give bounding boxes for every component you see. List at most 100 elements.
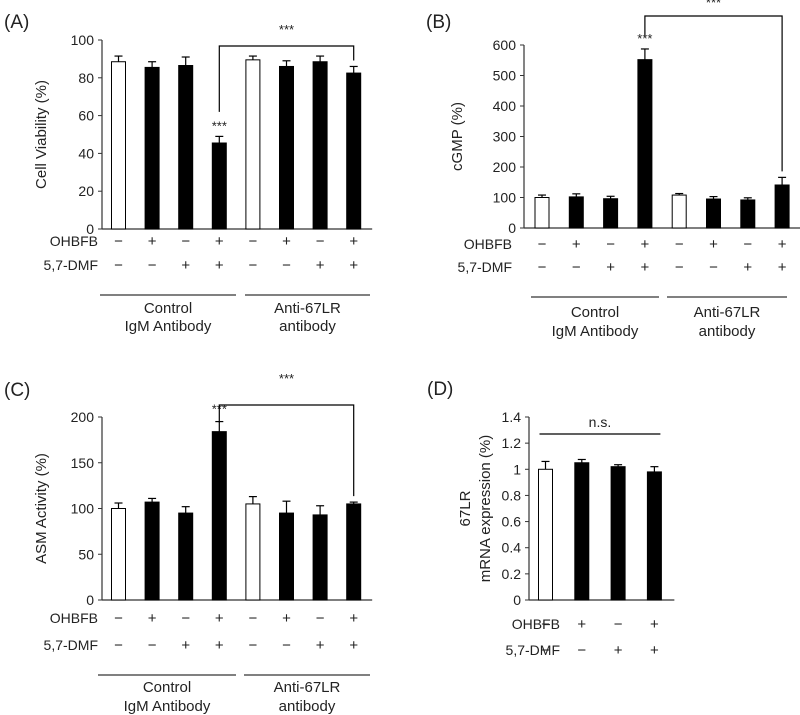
treatment-sign: −: [577, 642, 586, 659]
treatment-sign: −: [114, 233, 123, 250]
y-axis-label: cGMP (%): [449, 102, 466, 171]
treatment-sign: −: [675, 259, 684, 276]
bar: [347, 504, 361, 600]
treatment-sign: +: [349, 257, 358, 274]
bar: [347, 73, 361, 229]
treatment-sign: +: [349, 233, 358, 250]
panel-label: (B): [426, 12, 451, 33]
panel-d: (D) 0 0.2 0.4 0.6 0.8 1 1.2 1.4 67LR mRNA expressi…: [427, 379, 674, 659]
bar: [112, 509, 126, 601]
treatment-sign: −: [541, 616, 550, 633]
treatment-sign: −: [148, 637, 157, 654]
y-axis-label: Cell Viability (%): [33, 80, 50, 189]
treatment-sign: −: [114, 610, 123, 627]
treatment-sign: −: [181, 233, 190, 250]
bar: [280, 513, 294, 600]
group-label: Anti-67LR: [274, 300, 341, 317]
y-tick-label: 500: [493, 68, 517, 84]
bar: [535, 198, 549, 229]
treatment-row-label: OHBFB: [464, 236, 512, 252]
treatment-row-label: 5,7-DMF: [458, 259, 512, 275]
treatment-sign: −: [316, 233, 325, 250]
bar: [741, 200, 755, 228]
group-label: antibody: [699, 323, 756, 340]
figure: (A)020406080100Cell Viability (%) ******O…: [0, 0, 800, 715]
y-tick-label: 1: [513, 461, 521, 477]
treatment-sign: +: [215, 610, 224, 627]
panel-label: (C): [4, 380, 30, 401]
treatment-sign: +: [215, 637, 224, 654]
group-label: antibody: [279, 698, 336, 715]
group-label: Control: [144, 300, 192, 317]
bar-significance-label: ***: [212, 118, 227, 133]
treatment-sign: +: [641, 259, 650, 276]
treatment-sign: −: [709, 259, 718, 276]
y-tick-label: 0: [86, 592, 94, 608]
treatment-sign: −: [114, 637, 123, 654]
treatment-sign: +: [349, 637, 358, 654]
treatment-sign: −: [743, 236, 752, 253]
y-tick-label: 600: [493, 37, 517, 53]
treatment-sign: +: [181, 637, 190, 654]
bar: [672, 195, 686, 228]
bar: [647, 472, 661, 600]
treatment-sign: +: [778, 259, 787, 276]
bar: [539, 469, 553, 600]
treatment-sign: −: [538, 236, 547, 253]
treatment-sign: +: [181, 257, 190, 274]
bar: [611, 467, 625, 600]
treatment-sign: −: [316, 610, 325, 627]
treatment-sign: −: [606, 236, 615, 253]
y-tick-label: 0.8: [502, 487, 522, 503]
treatment-sign: +: [778, 236, 787, 253]
bar: [575, 463, 589, 600]
y-tick-label: 0.4: [502, 540, 522, 556]
treatment-sign: +: [641, 236, 650, 253]
comparison-bracket: [219, 405, 353, 496]
treatment-sign: −: [148, 257, 157, 274]
y-tick-label: 100: [493, 190, 517, 206]
treatment-sign: +: [650, 616, 659, 633]
bar: [707, 199, 721, 228]
bar: [246, 60, 260, 229]
treatment-sign: −: [282, 257, 291, 274]
treatment-sign: −: [249, 233, 258, 250]
treatment-sign: +: [282, 233, 291, 250]
treatment-sign: −: [572, 259, 581, 276]
treatment-sign: +: [743, 259, 752, 276]
y-tick-label: 400: [493, 98, 517, 114]
bar: [145, 67, 159, 229]
y-axis-label: mRNA expression (%): [477, 435, 494, 583]
treatment-sign: +: [349, 610, 358, 627]
bar: [569, 197, 583, 228]
y-tick-label: 50: [78, 546, 94, 562]
treatment-sign: +: [148, 610, 157, 627]
treatment-row-label: 5,7-DMF: [44, 637, 98, 653]
treatment-sign: +: [572, 236, 581, 253]
y-tick-label: 60: [78, 108, 94, 124]
treatment-sign: −: [249, 610, 258, 627]
y-tick-label: 1.4: [502, 409, 522, 425]
bar: [145, 502, 159, 600]
bar: [604, 199, 618, 228]
treatment-sign: −: [181, 610, 190, 627]
y-tick-label: 300: [493, 129, 517, 145]
treatment-sign: +: [577, 616, 586, 633]
treatment-row-label: OHBFB: [50, 233, 98, 249]
y-tick-label: 100: [71, 501, 95, 517]
y-tick-label: 40: [78, 145, 94, 161]
bar: [313, 515, 327, 600]
treatment-sign: −: [541, 642, 550, 659]
treatment-sign: −: [675, 236, 684, 253]
y-tick-label: 100: [71, 32, 95, 48]
bar: [280, 66, 294, 229]
treatment-sign: +: [606, 259, 615, 276]
treatment-sign: +: [282, 610, 291, 627]
bracket-significance-label: ***: [706, 0, 721, 10]
bar: [246, 504, 260, 600]
bar: [179, 513, 193, 600]
panel-label: (A): [4, 12, 29, 33]
group-label: Anti-67LR: [694, 304, 761, 321]
bar: [212, 143, 226, 229]
